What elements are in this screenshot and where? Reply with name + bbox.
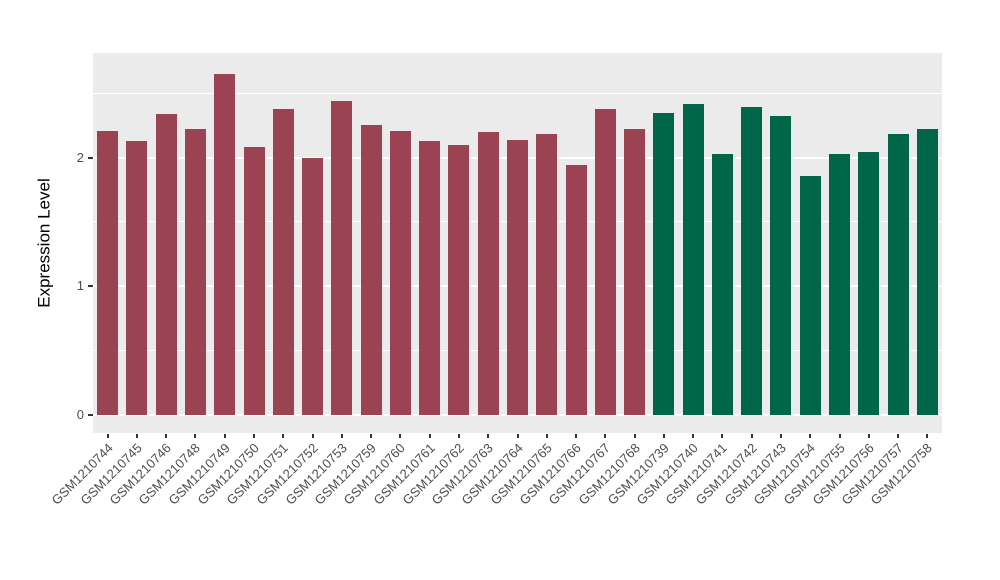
x-axis-tick-GSM1210762	[457, 434, 460, 438]
x-axis-tick-GSM1210765	[545, 434, 548, 438]
bar-GSM1210744	[97, 130, 119, 415]
x-axis-tick-GSM1210753	[340, 434, 343, 438]
bar-GSM1210760	[389, 130, 411, 415]
bar-GSM1210764	[507, 139, 528, 415]
x-axis-tick-GSM1210741	[721, 434, 724, 438]
x-axis-tick-GSM1210761	[428, 434, 431, 438]
bar-GSM1210740	[682, 103, 704, 415]
x-axis-tick-GSM1210743	[779, 434, 782, 438]
x-axis-tick-GSM1210748	[194, 434, 197, 438]
y-axis-tick-label-2: 2	[76, 149, 84, 165]
x-axis-tick-GSM1210757	[897, 434, 900, 438]
x-axis-tick-GSM1210767	[604, 434, 607, 438]
x-axis-tick-GSM1210759	[370, 434, 373, 438]
bar-GSM1210763	[477, 131, 499, 415]
y-axis-tick-1	[88, 285, 93, 288]
x-axis-tick-GSM1210740	[692, 434, 695, 438]
bar-GSM1210767	[594, 108, 616, 415]
bar-GSM1210762	[448, 144, 470, 415]
x-axis-tick-GSM1210751	[282, 434, 285, 438]
x-axis-tick-GSM1210752	[311, 434, 314, 438]
y-axis-title: Expression Level	[35, 178, 54, 308]
bar-GSM1210748	[184, 129, 206, 415]
bar-GSM1210761	[419, 140, 441, 415]
bar-GSM1210758	[916, 129, 938, 415]
y-axis-tick-2	[88, 156, 93, 159]
gridline-major-y0	[93, 414, 942, 416]
x-axis-tick-GSM1210764	[516, 434, 519, 438]
x-axis-tick-GSM1210746	[165, 434, 168, 438]
gridline-minor-y2.5	[93, 92, 942, 94]
x-axis-tick-GSM1210760	[399, 434, 402, 438]
bar-GSM1210768	[624, 129, 646, 415]
x-axis-tick-GSM1210744	[106, 434, 109, 438]
bar-GSM1210766	[565, 165, 587, 415]
y-axis-title-box: Expression Level	[30, 53, 60, 433]
bar-GSM1210751	[272, 108, 294, 415]
bar-GSM1210750	[243, 147, 265, 415]
bar-GSM1210752	[302, 157, 324, 415]
x-axis-tick-GSM1210766	[575, 434, 578, 438]
bar-GSM1210741	[711, 153, 733, 415]
bar-GSM1210745	[126, 140, 148, 415]
bar-GSM1210743	[770, 116, 792, 415]
y-axis-tick-label-0: 0	[76, 407, 84, 422]
x-axis-tick-GSM1210739	[662, 434, 665, 438]
bar-GSM1210753	[331, 100, 353, 415]
x-axis-tick-GSM1210742	[750, 434, 753, 438]
bar-GSM1210757	[887, 134, 909, 415]
bar-GSM1210749	[214, 73, 236, 415]
bar-GSM1210742	[741, 107, 763, 415]
bar-GSM1210755	[829, 153, 851, 415]
x-axis-tick-GSM1210756	[867, 434, 870, 438]
plot-panel	[93, 53, 942, 433]
y-axis-tick-label-1: 1	[76, 278, 84, 294]
x-axis-tick-GSM1210754	[809, 434, 812, 438]
bar-GSM1210739	[653, 112, 675, 415]
bar-GSM1210765	[536, 134, 558, 415]
x-axis-tick-GSM1210768	[633, 434, 636, 438]
x-axis-tick-GSM1210749	[223, 434, 226, 438]
bar-GSM1210746	[155, 113, 177, 415]
bar-GSM1210754	[799, 175, 821, 415]
x-axis-tick-GSM1210750	[253, 434, 256, 438]
x-axis-tick-GSM1210763	[487, 434, 490, 438]
x-axis-tick-GSM1210758	[926, 434, 929, 438]
x-axis-tick-GSM1210745	[135, 434, 138, 438]
y-axis-tick-0	[88, 414, 93, 416]
bar-GSM1210756	[858, 152, 880, 415]
x-axis-tick-GSM1210755	[838, 434, 841, 438]
bar-GSM1210759	[360, 125, 382, 415]
